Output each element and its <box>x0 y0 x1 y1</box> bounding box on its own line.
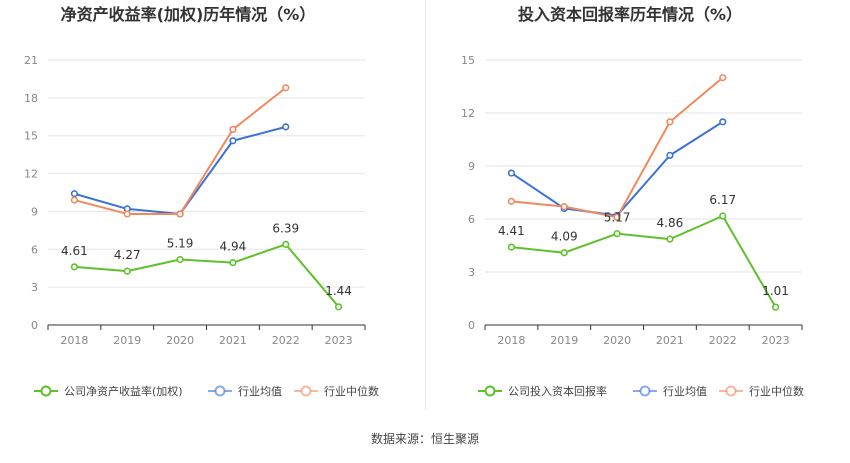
legend-marker-median <box>725 385 737 397</box>
series-line-average <box>510 120 724 217</box>
x-tick-label: 2018 <box>497 334 525 347</box>
chart-divider <box>425 0 426 410</box>
x-tick-label: 2020 <box>166 334 194 347</box>
data-point-company <box>613 230 621 238</box>
data-label: 5.19 <box>167 237 194 251</box>
chart-title: 净资产收益率(加权)历年情况（%） <box>61 5 316 24</box>
chart-title: 投入资本回报率历年情况（%） <box>518 5 742 24</box>
y-tick-label: 3 <box>468 266 475 279</box>
series-line-median <box>74 86 287 215</box>
data-point-average <box>666 151 674 159</box>
x-tick-label: 2022 <box>272 334 300 347</box>
legend-label: 公司投入资本回报率 <box>508 384 607 398</box>
y-tick-label: 9 <box>468 160 475 173</box>
series-line-company <box>74 243 340 308</box>
x-tick-label: 2020 <box>603 334 631 347</box>
legend-label: 行业均值 <box>663 385 707 398</box>
data-source-text: 数据来源：恒生聚源 <box>370 432 479 446</box>
data-point-median <box>507 197 516 205</box>
data-point-median <box>229 125 237 134</box>
data-label: 4.27 <box>114 248 141 262</box>
data-label: 4.41 <box>498 224 525 238</box>
data-point-median <box>666 118 674 126</box>
data-label: 1.01 <box>762 284 789 298</box>
y-tick-label: 9 <box>31 205 38 218</box>
data-point-median <box>613 213 621 221</box>
series-line-median <box>511 76 724 219</box>
y-tick-label: 18 <box>24 92 38 105</box>
x-tick-label: 2021 <box>656 334 684 347</box>
y-tick-label: 6 <box>468 213 475 226</box>
x-tick-label: 2019 <box>113 334 141 347</box>
y-tick-label: 3 <box>31 281 38 294</box>
data-point-company <box>719 212 727 220</box>
data-label: 4.61 <box>61 244 88 258</box>
legend-marker-company <box>484 385 496 397</box>
legend-marker-average <box>214 385 226 397</box>
legend-marker-median <box>300 385 312 397</box>
data-point-median <box>282 84 290 92</box>
data-point-company <box>229 259 237 267</box>
data-point-company <box>771 303 780 311</box>
data-label: 4.94 <box>220 240 247 254</box>
data-point-company <box>666 235 674 243</box>
series-line-company <box>511 214 777 308</box>
x-tick-label: 2019 <box>550 334 578 347</box>
legend-label: 行业中位数 <box>324 384 379 398</box>
data-label: 4.09 <box>551 230 578 244</box>
data-label: 5.17 <box>604 211 631 225</box>
series-line-average <box>74 125 287 215</box>
data-point-median <box>123 210 131 218</box>
data-point-average <box>282 123 290 131</box>
y-tick-label: 15 <box>24 130 38 143</box>
y-tick-label: 0 <box>31 319 38 332</box>
data-point-company <box>560 249 568 257</box>
x-tick-label: 2023 <box>762 334 790 347</box>
data-point-company <box>123 267 131 275</box>
data-label: 6.39 <box>272 221 299 235</box>
data-point-company <box>282 240 290 248</box>
data-point-company <box>176 255 184 264</box>
data-label: 4.86 <box>657 216 684 230</box>
y-tick-label: 12 <box>461 107 475 120</box>
x-tick-label: 2023 <box>325 334 353 347</box>
data-point-median <box>176 210 184 218</box>
legend-label: 行业中位数 <box>749 384 804 398</box>
data-label: 1.44 <box>325 284 352 298</box>
data-point-median <box>70 196 79 204</box>
x-tick-label: 2021 <box>219 334 247 347</box>
data-point-median <box>719 74 727 82</box>
y-tick-label: 6 <box>31 243 38 256</box>
y-tick-label: 15 <box>461 54 475 67</box>
data-point-company <box>70 263 79 271</box>
data-point-company <box>507 243 516 251</box>
legend-label: 行业均值 <box>238 385 282 398</box>
x-tick-label: 2018 <box>60 334 88 347</box>
x-tick-label: 2022 <box>709 334 737 347</box>
y-tick-label: 12 <box>24 168 38 181</box>
data-point-average <box>70 190 79 198</box>
y-tick-label: 21 <box>24 54 38 67</box>
legend-label: 公司净资产收益率(加权) <box>64 384 183 398</box>
y-tick-label: 0 <box>468 319 475 332</box>
data-point-median <box>560 203 568 211</box>
legend-marker-average <box>639 385 651 397</box>
legend-marker-company <box>40 385 52 397</box>
data-point-average <box>719 118 727 126</box>
data-point-average <box>229 137 237 145</box>
data-label: 6.17 <box>709 193 736 207</box>
data-point-average <box>507 169 516 177</box>
data-point-company <box>334 303 343 311</box>
